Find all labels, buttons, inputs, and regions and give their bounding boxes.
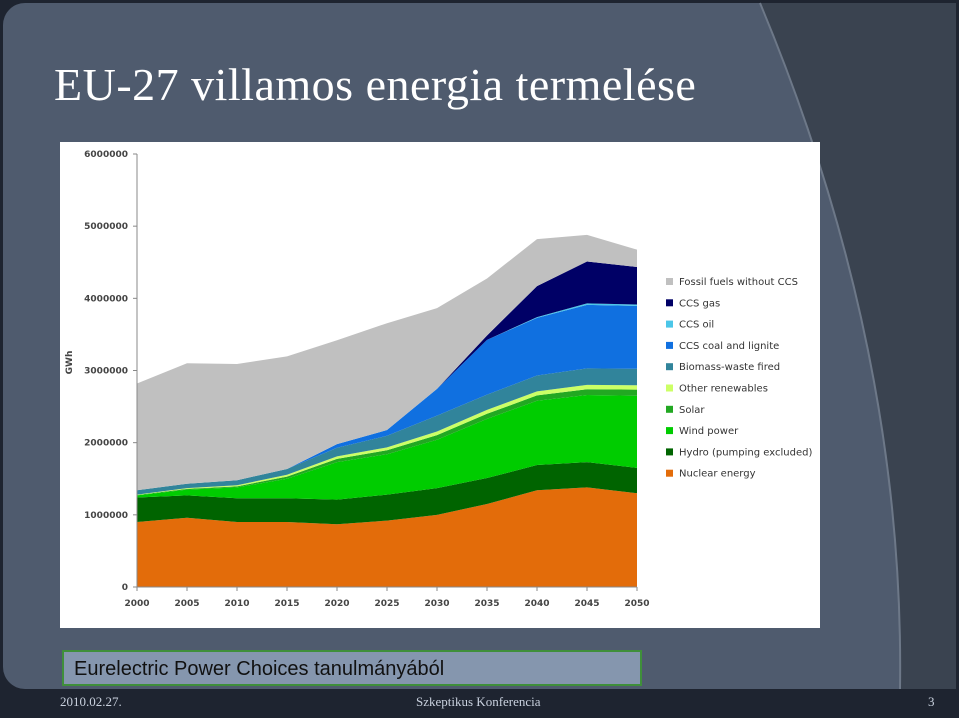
area-nuclear-energy bbox=[137, 487, 637, 587]
x-tick-label: 2005 bbox=[174, 599, 199, 609]
page-number: 3 bbox=[928, 694, 935, 709]
legend-swatch-solar bbox=[666, 405, 673, 413]
footer-date: 2010.02.27. bbox=[60, 694, 122, 709]
legend-label-other-renewables: Other renewables bbox=[679, 384, 768, 395]
legend-label-ccs-gas: CCS gas bbox=[679, 298, 720, 309]
stacked-area-chart: 0 1000000 2000000 3000000 4000000 5000000 6000… bbox=[65, 150, 812, 609]
x-tick-label: 2045 bbox=[574, 599, 599, 609]
source-caption: Eurelectric Power Choices tanulmányából bbox=[62, 650, 642, 686]
slide-title: EU-27 villamos energia termelése bbox=[54, 59, 697, 110]
legend-swatch-wind-power bbox=[666, 427, 673, 435]
legend-swatch-biomass-waste-fired bbox=[666, 363, 673, 371]
y-tick-label: 5000000 bbox=[84, 222, 128, 232]
x-tick-label: 2015 bbox=[274, 599, 299, 609]
x-tick-label: 2030 bbox=[424, 599, 449, 609]
x-tick-label: 2040 bbox=[524, 599, 549, 609]
x-tick-label: 2025 bbox=[374, 599, 399, 609]
legend-swatch-fossil-fuels-without-ccs bbox=[666, 278, 673, 285]
x-tick-label: 2010 bbox=[224, 599, 249, 609]
footer-event: Szkeptikus Konferencia bbox=[416, 694, 541, 709]
legend-label-hydro-pumping-excluded: Hydro (pumping excluded) bbox=[679, 447, 812, 458]
legend-swatch-other-renewables bbox=[666, 384, 673, 392]
legend-label-solar: Solar bbox=[679, 405, 705, 416]
x-tick-label: 2035 bbox=[474, 599, 499, 609]
area-ccs-coal-and-lignite bbox=[137, 304, 637, 491]
legend-label-ccs-coal-and-lignite: CCS coal and lignite bbox=[679, 341, 779, 352]
legend-swatch-nuclear-energy bbox=[666, 469, 673, 477]
y-tick-label: 3000000 bbox=[84, 367, 128, 377]
y-tick-label: 0 bbox=[122, 583, 128, 593]
area-wind-power bbox=[137, 395, 637, 500]
y-tick-label: 2000000 bbox=[84, 439, 128, 449]
y-axis-label: GWh bbox=[65, 351, 75, 375]
legend-swatch-ccs-coal-and-lignite bbox=[666, 341, 673, 349]
area-hydro-pumping-excluded bbox=[137, 462, 637, 525]
legend-label-biomass-waste-fired: Biomass-waste fired bbox=[679, 362, 780, 373]
area-ccs-gas bbox=[137, 261, 637, 491]
x-tick-label: 2020 bbox=[324, 599, 349, 609]
legend-label-ccs-oil: CCS oil bbox=[679, 320, 714, 331]
legend-label-nuclear-energy: Nuclear energy bbox=[679, 469, 756, 480]
x-tick-label: 2000 bbox=[124, 599, 149, 609]
legend-swatch-hydro-pumping-excluded bbox=[666, 448, 673, 456]
y-tick-label: 6000000 bbox=[84, 150, 128, 160]
area-biomass-waste-fired bbox=[137, 368, 637, 495]
legend-label-wind-power: Wind power bbox=[679, 426, 739, 437]
x-tick-label: 2050 bbox=[624, 599, 649, 609]
legend-label-fossil-fuels-without-ccs: Fossil fuels without CCS bbox=[679, 277, 798, 288]
chart-panel: 0 1000000 2000000 3000000 4000000 5000000 6000… bbox=[60, 142, 820, 628]
area-fossil-fuels-without-ccs bbox=[137, 234, 637, 491]
legend-swatch-ccs-oil bbox=[666, 320, 673, 328]
y-tick-label: 4000000 bbox=[84, 294, 128, 304]
legend-swatch-ccs-gas bbox=[666, 299, 673, 307]
y-tick-label: 1000000 bbox=[84, 511, 128, 521]
